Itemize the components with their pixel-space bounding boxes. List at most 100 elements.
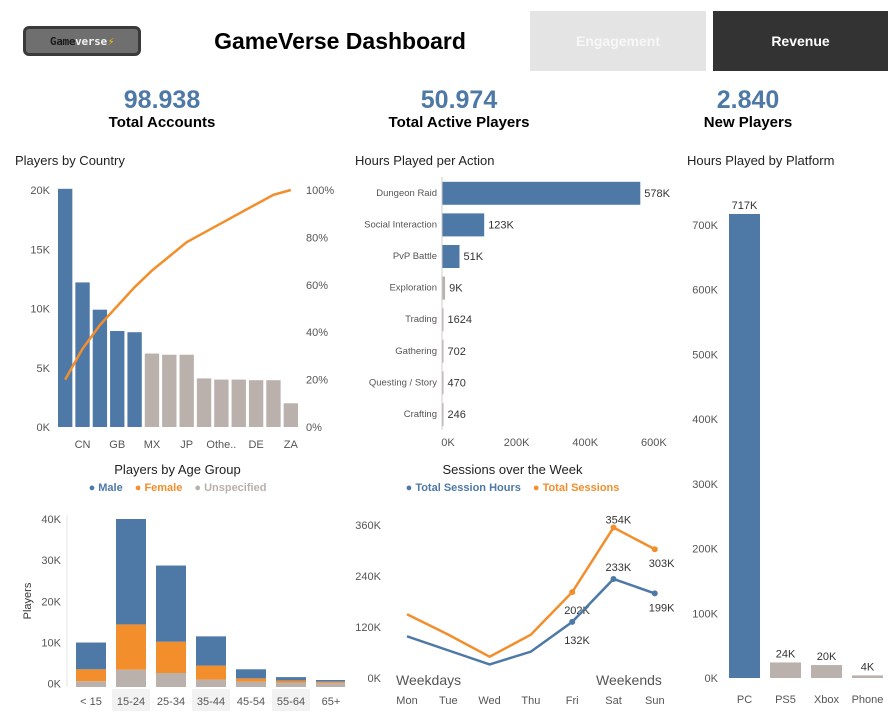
data-label: 303K	[649, 558, 675, 570]
data-label: 1624	[448, 314, 472, 326]
bar-segment-male	[196, 636, 226, 666]
kpi-label: Total Active Players	[388, 114, 530, 131]
y-tick-label: 100K	[692, 608, 718, 620]
kpi-label: Total Accounts	[108, 114, 216, 131]
bar-segment-unspecified	[276, 682, 306, 687]
x-tick-label: Wed	[478, 695, 500, 707]
data-label: 4K	[861, 661, 875, 673]
legend-item-female[interactable]: ● Female	[134, 482, 183, 494]
gameverse-logo: Game verse ⚡	[23, 26, 141, 56]
x-tick-label: Fri	[566, 695, 579, 707]
data-label: 51K	[463, 251, 483, 263]
data-label: 20K	[817, 651, 837, 663]
x-tick-label: 55-64	[277, 696, 305, 708]
x-tick-label: Thu	[521, 695, 540, 707]
x-tick-label: Mon	[396, 695, 417, 707]
y-tick-label: 360K	[355, 520, 381, 532]
y-tick-label: 0K	[368, 673, 382, 685]
bar-segment-female	[196, 665, 226, 680]
x-tick-label: 65+	[322, 696, 341, 708]
data-point	[569, 618, 576, 625]
data-label: 578K	[644, 188, 670, 200]
legend-item-session-hours[interactable]: ● Total Session Hours	[405, 482, 521, 494]
bar	[442, 213, 485, 237]
chart-players-by-country: 0K 5K 10K 15K 20K 0% 20% 40% 60% 80% 100% CN GB MX JP O…	[30, 185, 334, 451]
x-tick-label: Sun	[645, 695, 665, 707]
bar	[110, 331, 125, 427]
y-tick-label: 40K	[41, 514, 61, 526]
bar	[144, 353, 160, 427]
bar	[442, 371, 444, 395]
tab-engagement[interactable]: Engagement	[530, 11, 706, 71]
legend-item-sessions[interactable]: ● Total Sessions	[532, 482, 620, 494]
data-point	[651, 546, 658, 553]
x-tick-label: MX	[144, 439, 161, 451]
data-label: 199K	[649, 602, 675, 614]
x-tick-label: Tue	[439, 695, 458, 707]
data-label: 123K	[488, 219, 514, 231]
bar	[266, 380, 281, 427]
y-category-label: Exploration	[389, 283, 437, 294]
bar-segment-unspecified	[156, 673, 186, 687]
y-category-label: Trading	[405, 314, 437, 325]
y2-tick-label: 80%	[306, 232, 328, 244]
data-label: 717K	[732, 200, 758, 212]
data-label: 354K	[606, 515, 632, 527]
bar	[729, 214, 760, 678]
bar	[442, 245, 460, 268]
bar-segment-female	[276, 680, 306, 683]
y-tick-label: 0K	[48, 679, 62, 691]
kpi-new-players: 2.840 New Players	[638, 86, 858, 132]
data-point	[651, 590, 658, 597]
y2-tick-label: 20%	[306, 375, 328, 387]
x-tick-label: PC	[737, 694, 752, 706]
tab-revenue[interactable]: Revenue	[713, 11, 888, 71]
y2-tick-label: 0%	[306, 422, 322, 434]
y-tick-label: 0K	[37, 422, 51, 434]
x-tick-label: PS5	[775, 694, 796, 706]
chart-players-by-age: 0K 10K 20K 30K 40K Players < 15 15-24 25-34 35-44…	[22, 514, 345, 711]
bar	[92, 309, 108, 427]
y2-tick-label: 100%	[306, 185, 334, 197]
data-point	[569, 589, 576, 596]
y-tick-label: 500K	[692, 349, 718, 361]
y-tick-label: 240K	[355, 571, 381, 583]
kpi-value: 98.938	[123, 86, 201, 114]
chart-title-country: Players by Country	[15, 153, 125, 168]
x-tick-label: 15-24	[117, 696, 145, 708]
y-tick-label: 0K	[705, 673, 719, 685]
bar-segment-unspecified	[236, 681, 266, 687]
series-line-session-hours	[406, 577, 656, 666]
y-tick-label: 120K	[355, 622, 381, 634]
y-category-label: Questing / Story	[369, 377, 437, 388]
bar	[58, 188, 73, 427]
legend-item-unspecified[interactable]: ● Unspecified	[194, 482, 267, 494]
x-tick-label: CN	[75, 439, 91, 451]
bar-segment-unspecified	[76, 681, 106, 687]
bar-segment-female	[316, 681, 345, 683]
data-point	[610, 524, 617, 531]
bar	[75, 282, 90, 427]
bar	[811, 665, 842, 678]
bar-segment-male	[156, 565, 186, 642]
lightning-bolt-icon: ⚡	[107, 34, 115, 48]
bar	[179, 354, 194, 427]
logo-text-verse: verse	[75, 34, 107, 48]
y-tick-label: 10K	[30, 304, 50, 316]
y-tick-label: 300K	[692, 479, 718, 491]
bar	[442, 308, 444, 332]
y-category-label: Dungeon Raid	[376, 188, 437, 199]
bar	[196, 378, 212, 427]
y-category-label: Crafting	[404, 409, 437, 420]
data-label: 132K	[564, 635, 590, 647]
cumulative-line	[64, 188, 292, 381]
legend-item-male[interactable]: ● Male	[88, 482, 123, 494]
y-tick-label: 400K	[692, 414, 718, 426]
y2-tick-label: 60%	[306, 280, 328, 292]
chart-sessions-over-week: 0K 120K 240K 360K Mon Tue Wed Thu Fri Sat Sun Weekd…	[355, 515, 675, 707]
chart-title-action: Hours Played per Action	[355, 153, 495, 168]
annotation-weekdays: Weekdays	[396, 672, 461, 688]
chart-hours-by-platform: 0K 100K 200K 300K 400K 500K 600K 700K 717K PC 24K P…	[692, 200, 883, 706]
bar	[442, 339, 444, 363]
kpi-total-active-players: 50.974 Total Active Players	[349, 86, 569, 132]
